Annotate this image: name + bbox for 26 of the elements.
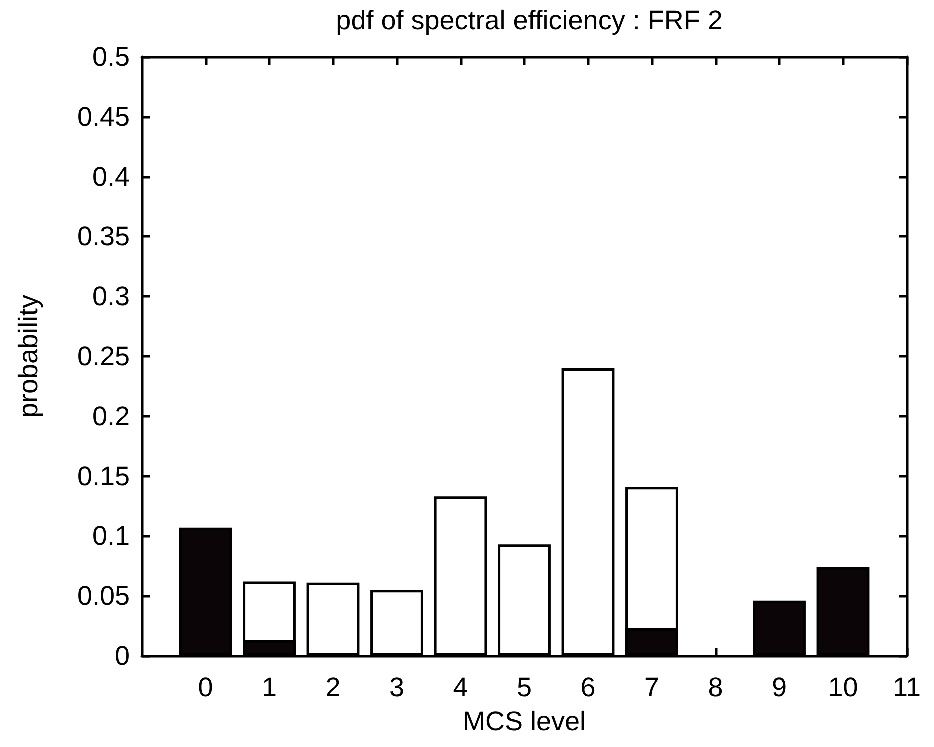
x-tick-label: 5 [516,672,532,702]
y-tick-label: 0.3 [92,282,130,312]
x-tick-label: 11 [892,672,922,702]
x-axis-title: MCS level [462,706,586,736]
y-tick-label: 0.2 [92,401,130,432]
y-tick-label: 0.05 [77,581,130,612]
y-tick-label: 0.5 [92,42,130,72]
y-tick-label: 0.45 [77,102,130,132]
x-tick-label: 7 [644,672,660,702]
x-tick-label: 0 [198,672,214,702]
x-tick-label: 2 [326,672,341,702]
y-tick-label: 0 [114,641,130,671]
x-tick-label: 6 [580,672,596,702]
y-axis-title: probability [14,294,44,418]
x-tick-label: 1 [262,672,278,702]
x-tick-label: 10 [828,672,858,702]
y-tick-label: 0.35 [77,222,130,252]
chart-title: pdf of spectral efficiency : FRF 2 [336,6,723,36]
y-tick-label: 0.1 [92,521,130,552]
x-tick-label: 9 [772,672,788,702]
x-tick-label: 4 [453,672,468,702]
y-tick-label: 0.25 [77,342,130,372]
x-tick-label: 3 [389,672,405,702]
y-tick-label: 0.15 [77,461,130,492]
y-tick-label: 0.4 [92,162,130,192]
x-tick-label: 8 [708,672,724,702]
